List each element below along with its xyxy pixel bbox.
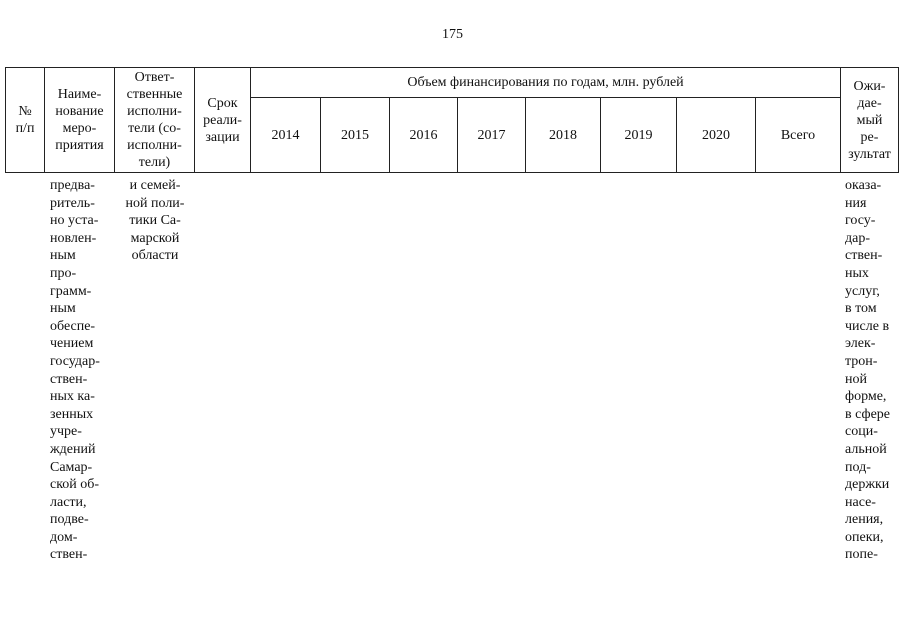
header-result-line: Ожи- <box>853 78 886 94</box>
cell-line: тики Са- <box>129 213 181 229</box>
cell-line: грамм- <box>50 283 92 299</box>
cell-line: дом- <box>50 529 78 545</box>
header-name-line: меро- <box>62 121 97 136</box>
cell-line: учре- <box>50 424 82 440</box>
header-term-line: зации <box>205 129 240 145</box>
page-number: 175 <box>442 27 463 42</box>
header-result: Ожи-дае-мый ре-зультат <box>840 67 899 173</box>
cell-line: чением <box>50 336 94 352</box>
cell-line: соци- <box>845 424 878 440</box>
header-year-2017: 2017 <box>457 97 526 173</box>
cell-line: ствен- <box>50 371 88 387</box>
cell-line: госу- <box>845 213 876 229</box>
cell-line: дар- <box>845 230 870 246</box>
cell-line: услуг, <box>845 283 880 299</box>
header-responsible: Ответ-ственные исполни-тели (со-исполни-т… <box>114 67 195 173</box>
cell-line: попе- <box>845 547 878 563</box>
header-result-line: мый <box>856 112 883 128</box>
header-year-2015: 2015 <box>320 97 390 173</box>
header-responsible-line: ственные <box>126 87 183 102</box>
header-responsible-line: тели (со- <box>128 121 181 136</box>
cell-line: новлен- <box>50 230 97 246</box>
cell-line: зенных <box>50 406 94 422</box>
cell-line: ждений <box>50 441 96 457</box>
header-responsible-line: исполни- <box>127 138 182 153</box>
cell-line: насе- <box>845 494 876 510</box>
header-result-line: ре- <box>860 129 879 145</box>
cell-line: в сфере <box>845 406 890 422</box>
cell-line: ных ка- <box>50 389 95 405</box>
cell-line: области <box>131 248 179 264</box>
cell-line: и семей- <box>129 178 181 193</box>
header-result-line: зультат <box>848 146 891 162</box>
cell-line: ской об- <box>50 477 100 493</box>
cell-line: форме, <box>845 389 887 405</box>
cell-line: в том <box>845 301 877 317</box>
cell-line: но уста- <box>50 213 99 229</box>
cell-line: альной <box>845 441 887 457</box>
cell-line: ствен- <box>50 547 88 563</box>
body-responsible: и семей-ной поли-тики Са-марской области <box>116 177 194 265</box>
cell-line: предва- <box>50 178 95 193</box>
header-name-line: нование <box>55 104 104 119</box>
cell-line: ным <box>50 301 76 317</box>
header-name-line: приятия <box>55 138 104 153</box>
header-funding: Объем финансирования по годам, млн. рубл… <box>250 67 841 98</box>
cell-line: ных <box>845 265 869 281</box>
header-term-line: реали- <box>203 112 242 128</box>
cell-line: держки <box>845 477 890 493</box>
body-result: оказа-ния госу-дар-ствен-ных услуг, в том чи… <box>845 177 901 564</box>
cell-line: Самар- <box>50 459 93 475</box>
cell-line: трон- <box>845 353 878 369</box>
header-year-2016: 2016 <box>389 97 458 173</box>
header-year-2020: 2020 <box>676 97 756 173</box>
cell-line: про- <box>50 265 77 281</box>
header-name: Наиме-нование меро-приятия <box>44 67 115 173</box>
cell-line: числе в <box>845 318 890 334</box>
body-name: предва-ритель-но уста-новлен-ным про-грам… <box>50 177 112 564</box>
cell-line: ным <box>50 248 76 264</box>
cell-line: ной поли- <box>125 195 185 211</box>
header-year-Всего: Всего <box>755 97 841 173</box>
cell-line: обеспе- <box>50 318 96 334</box>
header-num-line: п/п <box>15 121 35 136</box>
header-result-line: дае- <box>857 95 882 111</box>
header-term: Срок реали-зации <box>194 67 251 173</box>
cell-line: ния <box>845 195 867 211</box>
cell-line: марской <box>130 230 180 246</box>
cell-line: подве- <box>50 512 89 528</box>
cell-line: ритель- <box>50 195 95 211</box>
cell-line: ласти, <box>50 494 87 510</box>
cell-line: государ- <box>50 353 100 369</box>
header-year-2019: 2019 <box>600 97 677 173</box>
header-year-2018: 2018 <box>525 97 601 173</box>
header-term-line: Срок <box>207 95 238 111</box>
header-num-line: № <box>18 104 32 119</box>
header-name-line: Наиме- <box>57 87 102 102</box>
header-responsible-line: Ответ- <box>134 70 175 85</box>
cell-line: опеки, <box>845 529 884 545</box>
cell-line: оказа- <box>845 178 882 193</box>
cell-line: под- <box>845 459 871 475</box>
cell-line: ствен- <box>845 248 883 264</box>
header-responsible-line: исполни- <box>127 104 182 119</box>
cell-line: ной <box>845 371 867 387</box>
header-year-2014: 2014 <box>250 97 321 173</box>
cell-line: ления, <box>845 512 884 528</box>
header-responsible-line: тели) <box>138 155 171 170</box>
header-num: № п/п <box>5 67 45 173</box>
cell-line: элек- <box>845 336 876 352</box>
